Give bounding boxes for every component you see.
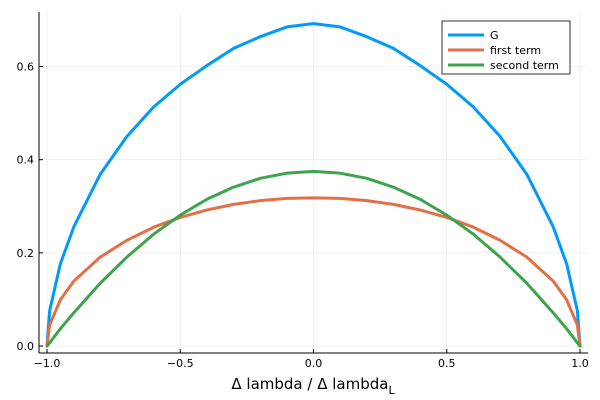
legend-label-1: G <box>490 29 499 42</box>
x-tick-label: −0.5 <box>167 357 194 370</box>
x-tick-label: 0.0 <box>305 357 323 370</box>
series <box>45 22 582 348</box>
x-tick-label: 0.5 <box>438 357 456 370</box>
series-line-3 <box>45 169 582 348</box>
y-tick-label: 0.6 <box>17 61 35 74</box>
x-axis-label-main: Δ lambda / Δ lambda <box>231 375 388 393</box>
x-tick-label: −1.0 <box>34 357 61 370</box>
legend-label-2: first term <box>490 44 541 57</box>
series-line-1 <box>45 22 582 348</box>
y-tick-label: 0.4 <box>17 154 35 167</box>
y-tick-label: 0.0 <box>17 340 35 353</box>
series-line-2 <box>45 196 582 348</box>
x-tick-label: 1.0 <box>571 357 589 370</box>
x-axis-label-subscript: L <box>388 384 395 397</box>
x-axis-label: Δ lambda / Δ lambdaL <box>231 375 395 397</box>
legend-label-3: second term <box>490 59 559 72</box>
ticks: −1.0 −0.5 0.0 0.5 1.0 0.0 0.2 0.4 0.6 <box>17 61 589 370</box>
y-tick-label: 0.2 <box>17 247 35 260</box>
